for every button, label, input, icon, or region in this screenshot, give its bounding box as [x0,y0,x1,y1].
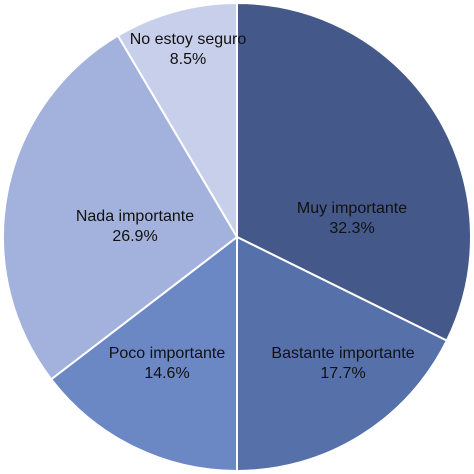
value-label: 17.7% [320,365,365,382]
pie-slice [49,234,238,473]
value-label: 8.5% [170,51,206,68]
pie-slice [2,34,239,381]
slice-label: Nada importante [76,208,194,225]
pie-slice [116,1,238,241]
slice-label: Bastante importante [271,345,414,362]
value-label: 14.6% [144,365,189,382]
value-label: 26.9% [112,228,157,245]
pie-slice [236,235,449,473]
slice-label: No estoy seguro [130,31,247,48]
slice-label: Muy importante [297,200,407,217]
value-label: 32.3% [329,220,374,237]
slice-label: Poco importante [109,345,226,362]
pie-slice [236,1,472,342]
